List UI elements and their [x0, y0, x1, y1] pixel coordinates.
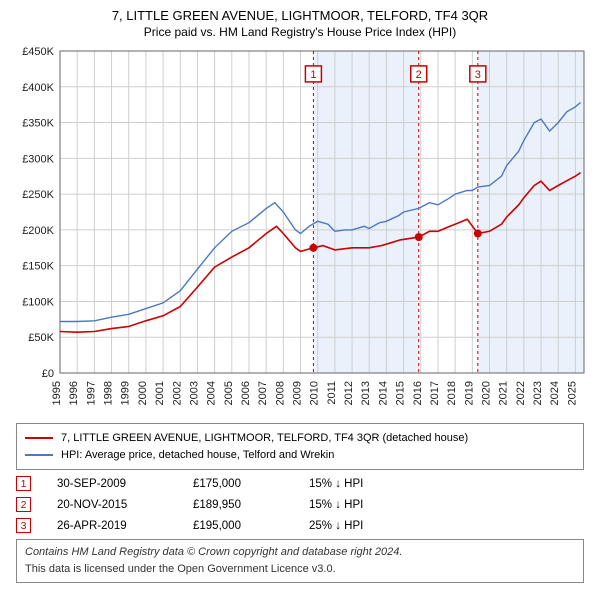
svg-text:2002: 2002	[171, 381, 183, 405]
legend-label: HPI: Average price, detached house, Telf…	[61, 447, 334, 464]
sales-table: 1 30-SEP-2009 £175,000 15% ↓ HPI 2 20-NOV-201…	[16, 476, 584, 533]
svg-text:£400K: £400K	[22, 82, 54, 94]
svg-text:2024: 2024	[549, 381, 561, 405]
sale-marker: 1	[16, 476, 31, 491]
footer-line-2: This data is licensed under the Open Gov…	[25, 562, 575, 577]
svg-text:2009: 2009	[292, 381, 304, 405]
chart-title: 7, LITTLE GREEN AVENUE, LIGHTMOOR, TELFO…	[10, 8, 590, 23]
svg-text:£150K: £150K	[22, 261, 54, 273]
svg-text:2020: 2020	[481, 381, 493, 405]
svg-text:2004: 2004	[206, 381, 218, 405]
svg-text:£450K: £450K	[22, 46, 54, 58]
attribution-footer: Contains HM Land Registry data © Crown c…	[16, 539, 584, 583]
sale-date: 30-SEP-2009	[57, 478, 167, 490]
legend-row: HPI: Average price, detached house, Telf…	[25, 447, 575, 464]
sale-date: 26-APR-2019	[57, 520, 167, 532]
svg-text:2016: 2016	[412, 381, 424, 405]
svg-text:2008: 2008	[274, 381, 286, 405]
legend-swatch	[25, 437, 53, 439]
footer-line-1: Contains HM Land Registry data © Crown c…	[25, 545, 575, 560]
svg-text:2018: 2018	[446, 381, 458, 405]
chart-container: 7, LITTLE GREEN AVENUE, LIGHTMOOR, TELFO…	[0, 0, 600, 595]
sale-marker: 3	[16, 518, 31, 533]
svg-text:2014: 2014	[377, 381, 389, 405]
svg-text:2007: 2007	[257, 381, 269, 405]
svg-text:2006: 2006	[240, 381, 252, 405]
legend: 7, LITTLE GREEN AVENUE, LIGHTMOOR, TELFO…	[16, 423, 584, 470]
svg-text:1998: 1998	[103, 381, 115, 405]
svg-text:2021: 2021	[498, 381, 510, 405]
sale-price: £175,000	[193, 478, 283, 490]
chart-subtitle: Price paid vs. HM Land Registry's House …	[10, 25, 590, 39]
svg-text:1997: 1997	[85, 381, 97, 405]
svg-text:2005: 2005	[223, 381, 235, 405]
svg-text:2: 2	[416, 69, 422, 81]
svg-text:2000: 2000	[137, 381, 149, 405]
svg-text:2012: 2012	[343, 381, 355, 405]
svg-text:2015: 2015	[395, 381, 407, 405]
sale-row: 3 26-APR-2019 £195,000 25% ↓ HPI	[16, 518, 584, 533]
svg-text:£0: £0	[42, 368, 54, 380]
chart-plot-area: £0 £50K £100K £150K £200K £250K £300K £350K £400…	[10, 45, 590, 415]
svg-text:2003: 2003	[188, 381, 200, 405]
svg-text:1996: 1996	[68, 381, 80, 405]
svg-text:2011: 2011	[326, 381, 338, 405]
svg-text:£200K: £200K	[22, 225, 54, 237]
svg-text:2010: 2010	[309, 381, 321, 405]
line-chart-svg: £0 £50K £100K £150K £200K £250K £300K £350K £400…	[10, 45, 590, 415]
sale-row: 2 20-NOV-2015 £189,950 15% ↓ HPI	[16, 497, 584, 512]
svg-text:2025: 2025	[566, 381, 578, 405]
svg-text:1995: 1995	[51, 381, 63, 405]
legend-label: 7, LITTLE GREEN AVENUE, LIGHTMOOR, TELFO…	[61, 430, 468, 447]
sale-price: £195,000	[193, 520, 283, 532]
svg-text:2013: 2013	[360, 381, 372, 405]
sale-row: 1 30-SEP-2009 £175,000 15% ↓ HPI	[16, 476, 584, 491]
svg-text:2022: 2022	[515, 381, 527, 405]
svg-text:2019: 2019	[463, 381, 475, 405]
svg-text:2023: 2023	[532, 381, 544, 405]
svg-text:1: 1	[310, 69, 316, 81]
svg-text:£50K: £50K	[28, 332, 54, 344]
legend-row: 7, LITTLE GREEN AVENUE, LIGHTMOOR, TELFO…	[25, 430, 575, 447]
sale-delta: 25% ↓ HPI	[309, 520, 409, 532]
sale-marker: 2	[16, 497, 31, 512]
svg-text:£100K: £100K	[22, 296, 54, 308]
sale-date: 20-NOV-2015	[57, 499, 167, 511]
legend-swatch	[25, 454, 53, 456]
sale-delta: 15% ↓ HPI	[309, 499, 409, 511]
svg-text:£350K: £350K	[22, 118, 54, 130]
svg-text:3: 3	[475, 69, 481, 81]
svg-text:2001: 2001	[154, 381, 166, 405]
sale-price: £189,950	[193, 499, 283, 511]
svg-text:£300K: £300K	[22, 153, 54, 165]
svg-text:1999: 1999	[120, 381, 132, 405]
svg-text:2017: 2017	[429, 381, 441, 405]
svg-text:£250K: £250K	[22, 189, 54, 201]
sale-delta: 15% ↓ HPI	[309, 478, 409, 490]
